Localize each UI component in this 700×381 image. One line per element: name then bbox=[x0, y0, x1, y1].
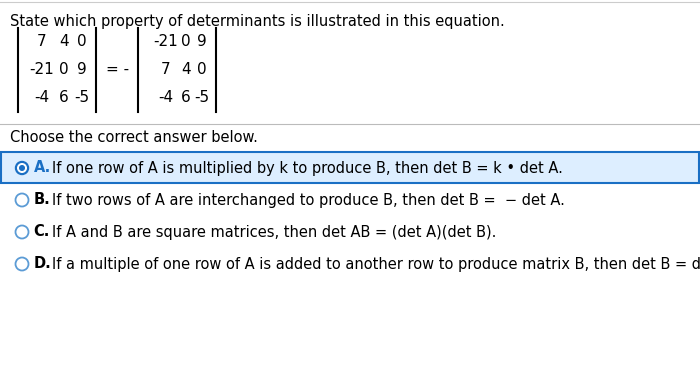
Text: If two rows of A are interchanged to produce B, then det B =  − det A.: If two rows of A are interchanged to pro… bbox=[52, 192, 564, 208]
Text: 6: 6 bbox=[181, 91, 191, 106]
Text: 0: 0 bbox=[77, 35, 87, 50]
Text: 0: 0 bbox=[181, 35, 191, 50]
Text: -4: -4 bbox=[158, 91, 174, 106]
Text: C.: C. bbox=[34, 224, 50, 240]
Text: 6: 6 bbox=[59, 91, 69, 106]
Circle shape bbox=[15, 162, 29, 174]
Text: -4: -4 bbox=[34, 91, 50, 106]
Text: -21: -21 bbox=[153, 35, 178, 50]
Circle shape bbox=[15, 194, 29, 207]
Text: 7: 7 bbox=[37, 35, 47, 50]
Text: A.: A. bbox=[34, 160, 50, 176]
Text: 9: 9 bbox=[77, 62, 87, 77]
Text: State which property of determinants is illustrated in this equation.: State which property of determinants is … bbox=[10, 14, 505, 29]
Text: 0: 0 bbox=[60, 62, 69, 77]
Text: D.: D. bbox=[34, 256, 51, 272]
Text: -5: -5 bbox=[74, 91, 90, 106]
Text: 7: 7 bbox=[161, 62, 171, 77]
Circle shape bbox=[15, 258, 29, 271]
Circle shape bbox=[18, 164, 27, 172]
Text: If a multiple of one row of A is added to another row to produce matrix B, then : If a multiple of one row of A is added t… bbox=[52, 256, 700, 272]
Text: Choose the correct answer below.: Choose the correct answer below. bbox=[10, 130, 258, 145]
Text: -21: -21 bbox=[29, 62, 55, 77]
Text: 0: 0 bbox=[197, 62, 206, 77]
Text: 4: 4 bbox=[60, 35, 69, 50]
Text: = -: = - bbox=[106, 62, 129, 77]
Text: B.: B. bbox=[34, 192, 50, 208]
Text: If one row of A is multiplied by k to produce B, then det B = k • det A.: If one row of A is multiplied by k to pr… bbox=[52, 160, 562, 176]
Circle shape bbox=[20, 166, 25, 170]
Circle shape bbox=[15, 226, 29, 239]
Text: 9: 9 bbox=[197, 35, 207, 50]
Text: If A and B are square matrices, then det AB = (det A)(det B).: If A and B are square matrices, then det… bbox=[52, 224, 496, 240]
FancyBboxPatch shape bbox=[1, 152, 699, 183]
Text: 4: 4 bbox=[181, 62, 191, 77]
Text: -5: -5 bbox=[195, 91, 209, 106]
